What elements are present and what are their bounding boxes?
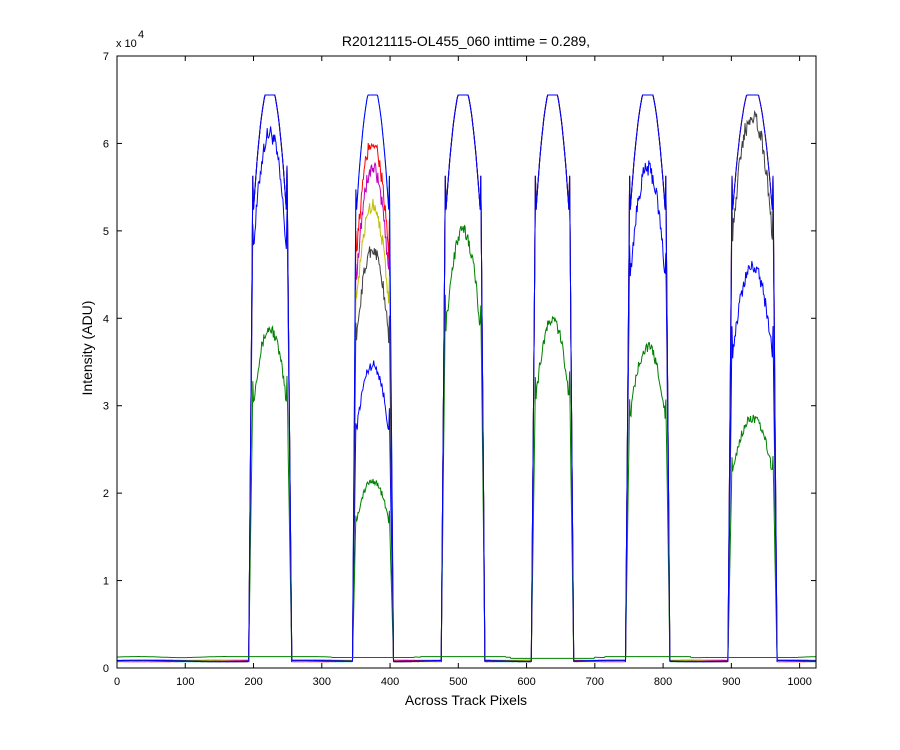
x-tick-label: 0 [114,676,120,688]
x-tick-label: 800 [654,676,672,688]
y-axis-ticks: 0 1 2 3 4 5 6 7 [103,51,816,675]
x-tick-label: 100 [176,676,194,688]
x-tick-label: 300 [313,676,331,688]
y-axis-label: Intensity (ADU) [79,301,95,396]
plot-frame [116,55,817,669]
x-tick-label: 700 [586,676,604,688]
series-line-8 [117,94,816,663]
series-line-9 [116,656,817,659]
x-axis-ticks: 0 100 200 300 400 500 600 700 800 900 1000 [114,56,812,688]
y-tick-label: 6 [103,138,109,150]
x-axis-label: Across Track Pixels [405,692,527,708]
chart-title: R20121115-OL455_060 inttime = 0.289, [342,33,590,49]
y-tick-label: 0 [103,663,109,675]
y-tick-label: 2 [103,488,109,500]
x-tick-label: 500 [449,676,467,688]
series-layer [116,94,817,663]
y-tick-label: 7 [103,51,109,63]
x-tick-label: 1000 [787,676,811,688]
x-tick-label: 900 [722,676,740,688]
y-tick-label: 3 [103,401,109,413]
y-tick-label: 5 [103,226,109,238]
x-tick-label: 200 [244,676,262,688]
y-exponent-power: 4 [138,29,144,41]
x-tick-label: 600 [517,676,535,688]
y-exponent-label: x 10 [116,38,137,50]
y-tick-label: 1 [103,576,109,588]
x-tick-label: 400 [381,676,399,688]
y-tick-label: 4 [103,313,109,325]
